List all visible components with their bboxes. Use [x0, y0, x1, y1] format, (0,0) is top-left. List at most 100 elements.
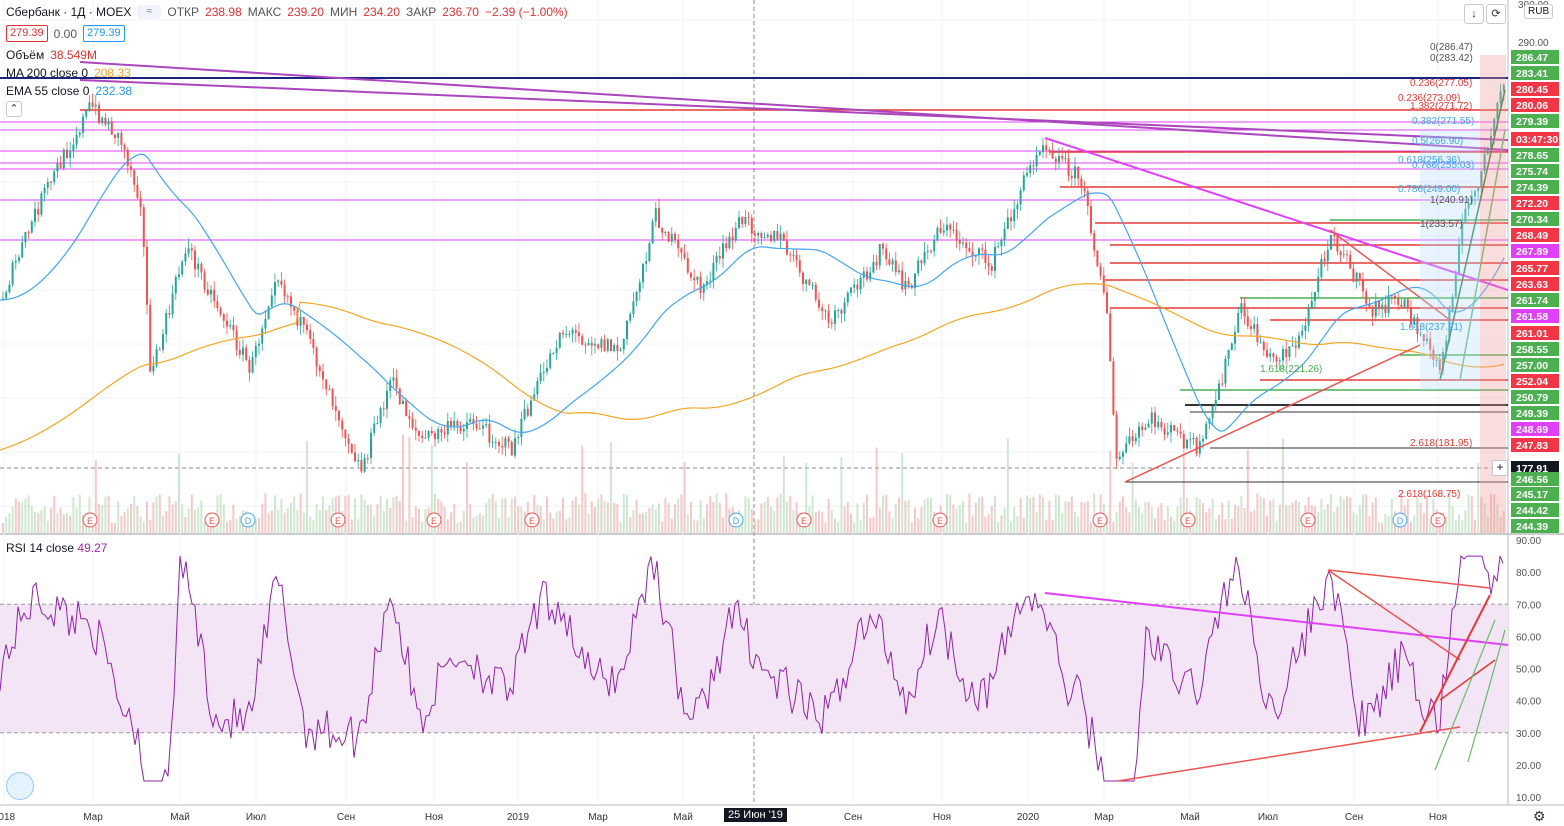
volume-bar: [776, 497, 779, 533]
candle-body: [222, 314, 225, 321]
candle-body: [462, 428, 465, 432]
volume-bar: [821, 511, 824, 533]
candle-body: [1144, 427, 1147, 430]
candle-body: [693, 277, 696, 281]
fib-label: 1(233.57): [1420, 219, 1463, 230]
rsi-trend-line: [1117, 726, 1461, 782]
volume-bar: [43, 506, 46, 533]
volume-bar: [1480, 496, 1483, 533]
volume-bar: [949, 494, 952, 533]
volume-bar: [1013, 506, 1016, 533]
candle-body: [1211, 405, 1214, 419]
volume-bar: [299, 493, 302, 533]
candle-body: [190, 248, 193, 251]
candle-body: [1096, 250, 1099, 267]
volume-bar: [754, 520, 756, 533]
ema-label[interactable]: EMA 55 close 0: [6, 84, 90, 98]
volume-bar: [165, 511, 168, 533]
volume-bar: [962, 501, 964, 533]
symbol-title[interactable]: Сбербанк · 1Д · MOEX: [6, 5, 132, 19]
ma-value: 208.33: [94, 66, 131, 80]
volume-bar: [670, 518, 673, 533]
volume-bar: [1410, 522, 1412, 533]
candle-body: [437, 429, 440, 439]
price-tag: [1511, 164, 1559, 178]
volume-label[interactable]: Объём: [6, 48, 45, 62]
volume-bar: [46, 521, 49, 533]
volume-bar: [1246, 449, 1249, 533]
volume-bar: [366, 505, 369, 533]
volume-bar: [651, 504, 654, 533]
candle-body: [565, 334, 568, 336]
candle-body: [622, 339, 625, 350]
volume-bar: [194, 509, 196, 533]
price-tag: [1511, 472, 1559, 486]
candle-body: [158, 349, 161, 351]
volume-bar: [136, 506, 139, 533]
candle-body: [245, 347, 248, 360]
candle-body: [1272, 353, 1275, 358]
currency-button[interactable]: RUB: [1524, 4, 1554, 19]
volume-bar: [1250, 511, 1252, 533]
change-value: −2.39 (−1.00%): [484, 5, 568, 19]
event-marker-label: D: [733, 516, 740, 526]
volume-bar: [27, 495, 30, 533]
volume-bar: [978, 497, 980, 533]
crosshair-plus-icon[interactable]: +: [1492, 460, 1508, 476]
candle-body: [405, 400, 408, 417]
settings-gear-icon[interactable]: ⚙: [1533, 808, 1546, 824]
ma-label[interactable]: MA 200 close 0: [6, 66, 89, 80]
candle-body: [1221, 383, 1224, 385]
candle-body: [450, 421, 452, 427]
volume-bar: [907, 499, 910, 533]
candle-body: [549, 353, 552, 368]
volume-bar: [1387, 516, 1390, 533]
candle-body: [210, 289, 212, 295]
volume-bar: [654, 509, 657, 533]
candle-body: [882, 244, 884, 249]
event-marker: [796, 512, 812, 528]
volume-bar: [786, 501, 788, 533]
volume-bar: [1262, 498, 1265, 533]
time-tick: Мар: [1094, 812, 1114, 823]
candle-body: [971, 251, 974, 257]
rsi-line: [0, 554, 1504, 782]
candle-body: [1157, 421, 1160, 427]
volume-bar: [126, 508, 129, 533]
event-marker: [1430, 512, 1446, 528]
volume-bar: [382, 510, 385, 533]
volume-bar: [942, 522, 945, 533]
collapse-legend-button[interactable]: ⌃: [6, 101, 22, 117]
volume-bar: [638, 513, 641, 533]
candle-body: [680, 248, 683, 253]
candle-body: [798, 260, 801, 273]
volume-bar: [107, 495, 110, 533]
download-icon[interactable]: ↓: [1464, 4, 1484, 24]
volume-bar: [1070, 496, 1073, 533]
volume-bar: [50, 507, 52, 533]
candle-body: [1086, 191, 1089, 207]
rsi-label[interactable]: RSI 14 close: [6, 541, 75, 555]
tradingview-logo-icon[interactable]: [6, 772, 34, 800]
candle-body: [139, 197, 142, 208]
volume-bar: [318, 509, 321, 533]
visibility-icon[interactable]: ≈: [137, 5, 162, 19]
candle-body: [1010, 217, 1012, 222]
volume-bar: [398, 501, 401, 533]
candle-body: [1304, 325, 1307, 331]
candle-body: [1493, 119, 1496, 136]
volume-bar: [542, 519, 545, 533]
volume-bar: [645, 511, 648, 533]
bid-chip[interactable]: 279.39: [6, 25, 48, 42]
candle-body: [1000, 239, 1003, 247]
candle-body: [1266, 350, 1268, 357]
candle-body: [1496, 103, 1499, 120]
volume-bar: [357, 519, 360, 533]
ask-chip[interactable]: 279.39: [83, 25, 125, 42]
volume-bar: [523, 511, 526, 533]
candle-body: [466, 422, 468, 429]
candle-body: [674, 233, 676, 240]
candle-body: [885, 248, 888, 260]
refresh-icon[interactable]: ⟳: [1486, 4, 1506, 24]
